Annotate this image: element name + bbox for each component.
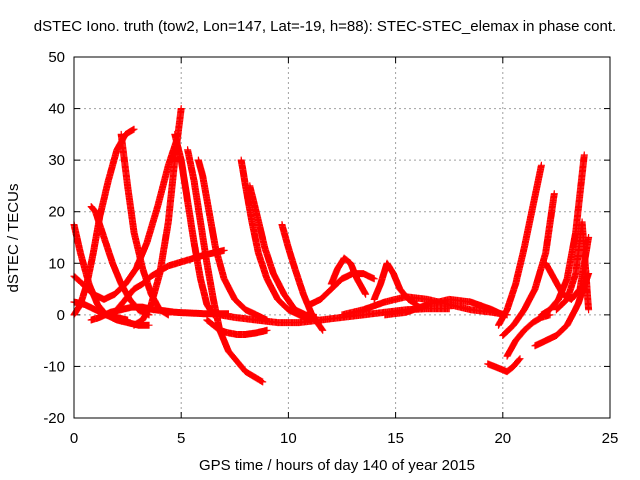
data-point-markers <box>499 190 558 339</box>
y-tick-label: 10 <box>48 255 65 272</box>
series-arc13 <box>203 316 271 338</box>
data-point-markers <box>484 355 524 376</box>
x-tick-label: 20 <box>494 430 511 447</box>
data-point-markers <box>537 151 588 319</box>
data-point-markers <box>246 182 320 321</box>
y-tick-label: 0 <box>57 307 65 324</box>
data-point-markers <box>171 130 217 319</box>
series-arc10 <box>171 130 217 319</box>
chart-title: dSTEC Iono. truth (tow2, Lon=147, Lat=-1… <box>34 18 616 35</box>
data-point-markers <box>327 254 370 298</box>
series-arc14 <box>237 156 314 324</box>
series-arc27 <box>537 151 588 319</box>
x-tick-label: 25 <box>602 430 619 447</box>
series-arc18 <box>306 270 378 308</box>
y-tick-label: 20 <box>48 204 65 221</box>
data-point-markers <box>203 316 271 338</box>
y-tick-label: -20 <box>43 410 65 427</box>
series-arc26 <box>499 190 558 339</box>
plot-data <box>70 105 593 386</box>
series-arc25 <box>495 161 545 329</box>
data-point-markers <box>194 156 271 324</box>
series-arc15 <box>246 182 320 321</box>
data-point-markers <box>503 311 554 360</box>
y-tick-label: 40 <box>48 101 65 118</box>
data-point-markers <box>552 218 593 314</box>
x-tick-label: 0 <box>70 430 78 447</box>
series-arc11 <box>184 146 267 386</box>
series-arc23 <box>484 355 524 376</box>
data-point-markers <box>130 105 185 329</box>
series-arc24 <box>503 311 554 360</box>
x-tick-label: 5 <box>177 430 185 447</box>
x-axis-label: GPS time / hours of day 140 of year 2015 <box>199 457 475 474</box>
series-arc22 <box>381 295 507 319</box>
y-axis-label: dSTEC / TECUs <box>5 184 22 293</box>
x-tick-label: 10 <box>280 430 297 447</box>
y-tick-label: 30 <box>48 152 65 169</box>
data-point-markers <box>381 295 507 319</box>
x-tick-label: 15 <box>387 430 404 447</box>
series-arc30 <box>552 218 593 314</box>
data-point-markers <box>495 161 545 329</box>
series-arc9 <box>130 105 185 329</box>
y-tick-label: -10 <box>43 358 65 375</box>
data-point-markers <box>237 156 314 324</box>
series-arc12 <box>194 156 271 324</box>
data-point-markers <box>306 270 378 308</box>
data-point-markers <box>184 146 267 386</box>
plot-frame <box>73 56 611 419</box>
series-arc19 <box>327 254 370 298</box>
y-tick-label: 50 <box>48 49 65 66</box>
